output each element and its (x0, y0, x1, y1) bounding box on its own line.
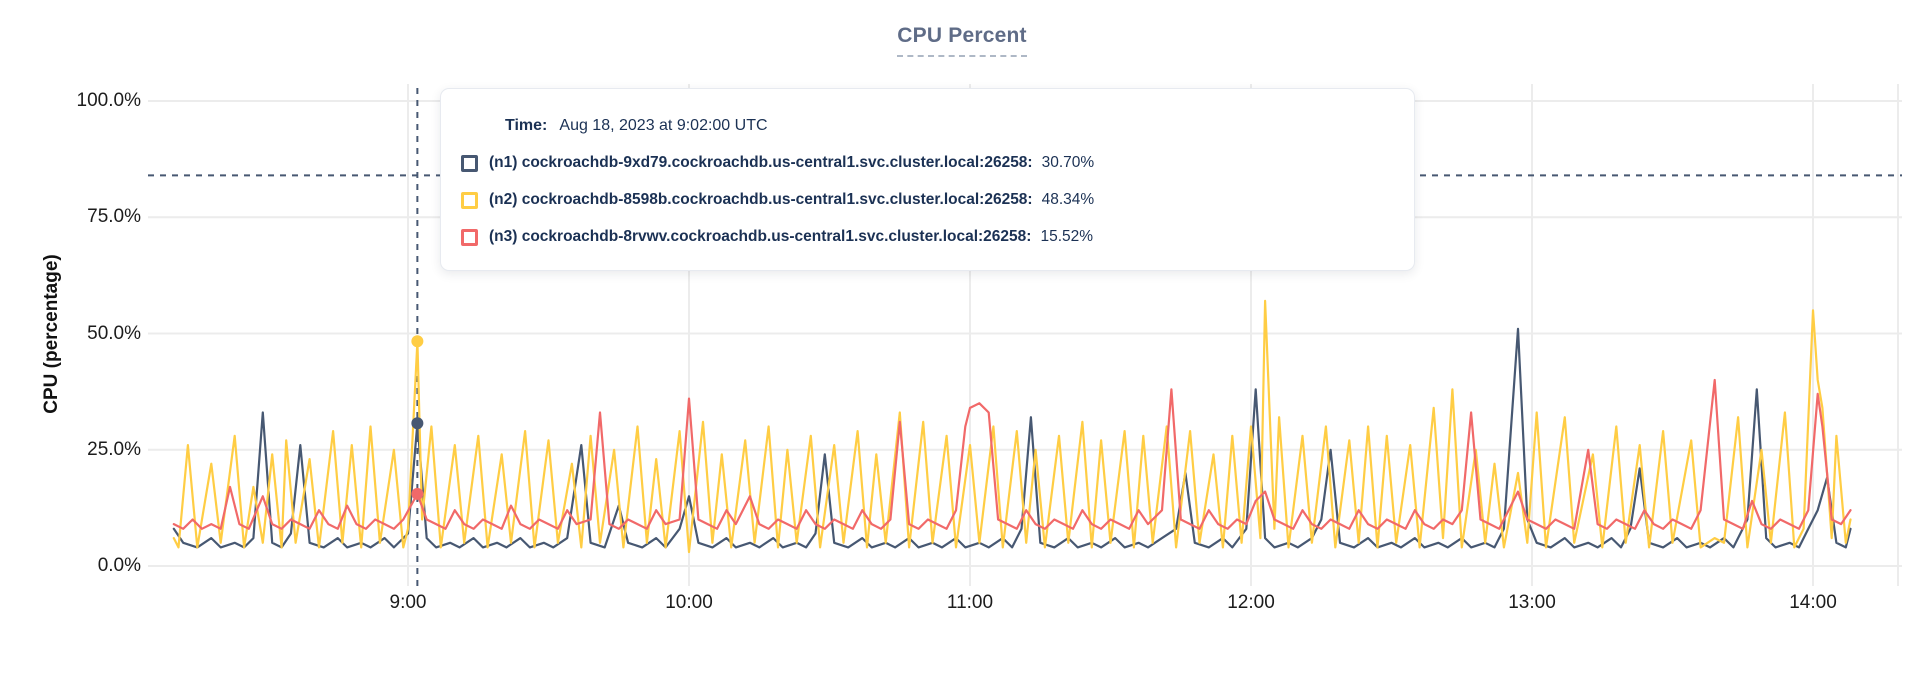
tooltip-time-label: Time: (505, 117, 548, 134)
x-tick-label: 11:00 (946, 592, 994, 613)
chart-title-text[interactable]: CPU Percent (897, 24, 1027, 57)
series-line-n2 (172, 299, 1852, 554)
y-tick-label: 25.0% (87, 438, 141, 460)
y-tick-label: 0.0% (97, 555, 141, 576)
series-value-n1: 30.70% (1041, 154, 1095, 171)
tooltip-time-row: Time: Aug 18, 2023 at 9:02:00 UTC (505, 117, 1386, 135)
y-tick-label: 50.0% (87, 322, 141, 344)
tooltip-time-value: Aug 18, 2023 at 9:02:00 UTC (559, 117, 768, 134)
y-tick-label: 75.0% (87, 206, 141, 228)
hover-dot-n1 (411, 417, 424, 430)
series-swatch-n1 (461, 154, 478, 172)
hover-tooltip: Time: Aug 18, 2023 at 9:02:00 UTC (n1) co… (440, 88, 1415, 271)
x-tick-label: 12:00 (1227, 592, 1275, 613)
hover-dot-n2 (411, 335, 424, 348)
series-label-n3: (n3) cockroachdb-8rvwv.cockroachdb.us-ce… (489, 228, 1032, 245)
x-tick-label: 9:00 (389, 592, 427, 613)
series-line-n3 (172, 378, 1852, 530)
series-label-n1: (n1) cockroachdb-9xd79.cockroachdb.us-ce… (489, 154, 1033, 171)
series-value-n3: 15.52% (1040, 228, 1094, 245)
y-tick-label: 100.0% (76, 90, 141, 111)
x-tick-label: 13:00 (1508, 592, 1556, 613)
series-label-n2: (n2) cockroachdb-8598b.cockroachdb.us-ce… (489, 191, 1033, 208)
chart-title[interactable]: CPU Percent (0, 24, 1924, 57)
tooltip-series-row: (n2) cockroachdb-8598b.cockroachdb.us-ce… (461, 191, 1386, 209)
series-swatch-n2 (461, 191, 478, 209)
series-value-n2: 48.34% (1041, 191, 1095, 208)
series-line-n1 (172, 327, 1852, 549)
tooltip-series-row: (n1) cockroachdb-9xd79.cockroachdb.us-ce… (461, 154, 1386, 172)
series-swatch-n3 (461, 228, 478, 246)
tooltip-series-row: (n3) cockroachdb-8rvwv.cockroachdb.us-ce… (461, 228, 1386, 246)
hover-dot-n3 (411, 487, 424, 500)
x-tick-label: 14:00 (1789, 592, 1837, 613)
x-tick-label: 10:00 (665, 592, 713, 613)
